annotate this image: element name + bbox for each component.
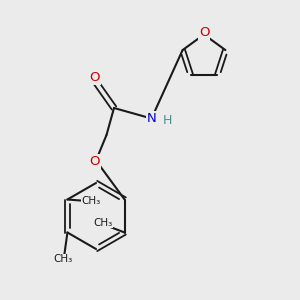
Text: CH₃: CH₃ [54,254,73,265]
Text: O: O [90,70,100,84]
Text: O: O [90,155,100,168]
Text: N: N [147,112,157,125]
Text: O: O [199,26,209,39]
Text: CH₃: CH₃ [82,196,101,206]
Text: H: H [162,114,172,128]
Text: CH₃: CH₃ [93,218,112,228]
